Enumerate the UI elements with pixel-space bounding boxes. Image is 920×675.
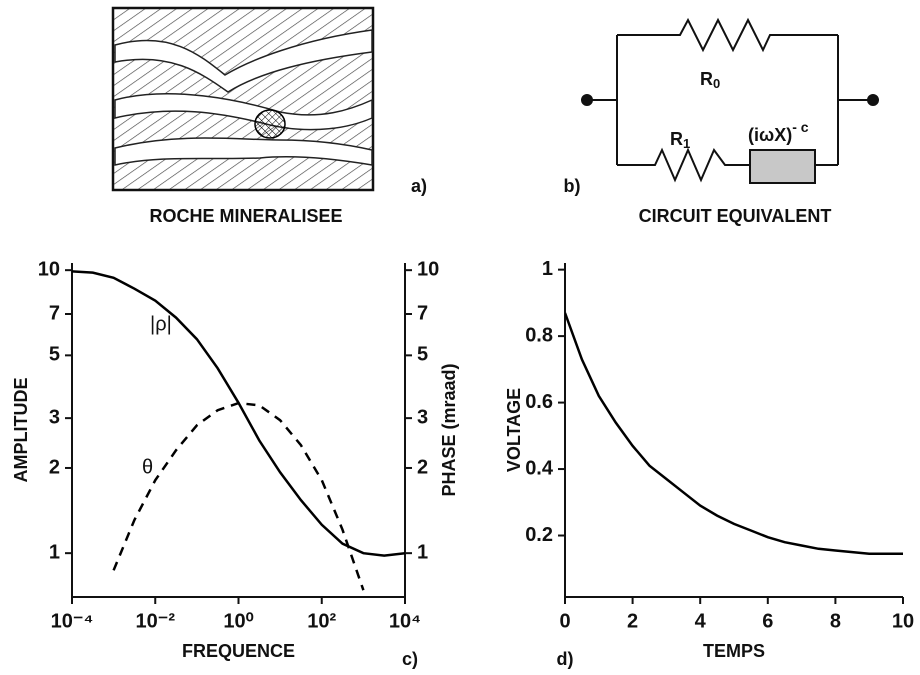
- impedance-label: (iωX)- c: [748, 119, 809, 145]
- y-tick-label: 1: [49, 541, 60, 563]
- panel-letter: a): [411, 176, 427, 196]
- y-tick-label: 3: [49, 406, 60, 428]
- panel-letter: b): [564, 176, 581, 196]
- y-tick-label: 0.6: [525, 391, 553, 413]
- y-tick-label: 0.8: [525, 324, 553, 346]
- caption: ROCHE MINERALISEE: [149, 206, 342, 226]
- series-line: [72, 270, 405, 557]
- x-tick-label: 10⁻²: [136, 610, 176, 632]
- y2-tick-label: 10: [417, 258, 439, 280]
- x-tick-label: 8: [830, 610, 841, 632]
- annotation: θ: [142, 456, 153, 478]
- y-tick-label: 0.2: [525, 524, 553, 546]
- r0-sub: 0: [713, 76, 720, 91]
- annotation: |ρ|: [150, 313, 172, 335]
- rock-diagram: [111, 6, 375, 192]
- x-tick-label: 10⁴: [389, 610, 421, 632]
- series-line: [565, 312, 903, 556]
- y-tick-label: 5: [49, 344, 60, 366]
- x-tick-label: 2: [627, 610, 638, 632]
- y2-tick-label: 1: [417, 541, 428, 563]
- y-tick-label: 0.4: [525, 457, 554, 479]
- impedance-sup: - c: [792, 119, 809, 135]
- y-axis-label: VOLTAGE: [504, 388, 524, 472]
- y-tick-label: 2: [49, 456, 60, 478]
- y-tick-label: 1: [542, 258, 553, 280]
- x-tick-label: 6: [762, 610, 773, 632]
- x-tick-label: 10⁻⁴: [51, 610, 94, 632]
- y-axis-label: AMPLITUDE: [11, 378, 31, 483]
- y-tick-label: 10: [38, 258, 60, 280]
- y2-axis-label: PHASE (mraad): [439, 363, 459, 496]
- circuit: [581, 17, 879, 184]
- r1-sub: 1: [683, 136, 690, 151]
- r0: R: [700, 69, 713, 89]
- y2-tick-label: 2: [417, 456, 428, 478]
- x-tick-label: 10⁰: [223, 610, 253, 632]
- x-tick-label: 4: [695, 610, 707, 632]
- x-tick-label: 10: [892, 610, 914, 632]
- x-tick-label: 10²: [307, 610, 336, 632]
- r0-label: R0: [700, 69, 720, 92]
- r1-label: R1: [670, 129, 690, 152]
- x-tick-label: 0: [559, 610, 570, 632]
- y2-tick-label: 3: [417, 406, 428, 428]
- series-line: [112, 401, 365, 591]
- y2-tick-label: 7: [417, 302, 428, 324]
- x-axis-label: FREQUENCE: [182, 641, 295, 661]
- y2-tick-label: 5: [417, 344, 428, 366]
- r1: R: [670, 129, 683, 149]
- caption: CIRCUIT EQUIVALENT: [639, 206, 832, 226]
- x-axis-label: TEMPS: [703, 641, 765, 661]
- panel-letter: d): [557, 649, 574, 669]
- panel-letter: c): [402, 649, 418, 669]
- y-tick-label: 7: [49, 302, 60, 324]
- impedance: (iωX): [748, 125, 792, 145]
